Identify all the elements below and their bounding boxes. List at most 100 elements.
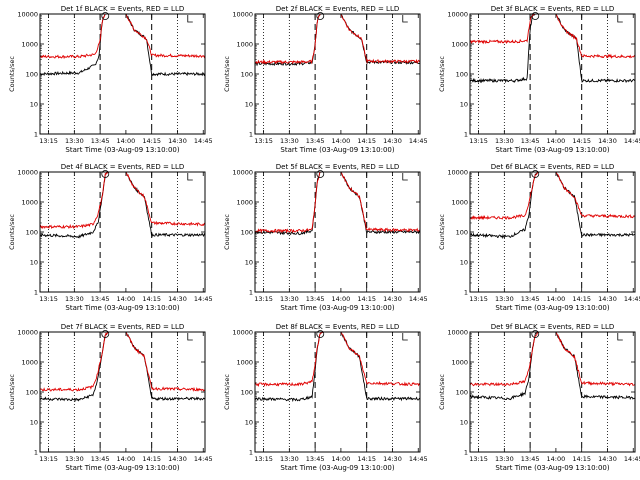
x-tick-label: 14:30 (168, 137, 187, 145)
x-tick-label: 14:45 (409, 137, 428, 145)
series-lld (254, 171, 421, 234)
y-tick-label: 100 (456, 389, 468, 397)
panel-title: Det 6f BLACK = Events, RED = LLD (491, 163, 614, 171)
x-tick-label: 14:00 (332, 137, 351, 145)
x-tick-label: 14:15 (357, 455, 376, 463)
x-axis-label: Start Time (03-Aug-09 13:10:00) (65, 146, 179, 154)
y-axis-label: Counts/sec (438, 214, 446, 250)
x-tick-label: 14:00 (332, 295, 351, 303)
x-tick-label: 14:45 (409, 295, 428, 303)
panel-title: Det 4f BLACK = Events, RED = LLD (61, 163, 184, 171)
x-tick-label: 13:30 (65, 455, 84, 463)
y-tick-label: 1 (34, 289, 38, 297)
series-lld (254, 13, 421, 65)
series-events (254, 13, 421, 67)
y-axis-label: Counts/sec (438, 56, 446, 92)
y-tick-label: 1 (249, 131, 253, 139)
y-tick-label: 10000 (447, 169, 468, 177)
x-tick-label: 14:00 (117, 137, 136, 145)
panel-title: Det 1f BLACK = Events, RED = LLD (61, 5, 184, 13)
plot-frame (254, 13, 421, 135)
bracket-marker (402, 173, 408, 181)
x-tick-label: 13:15 (469, 455, 488, 463)
x-tick-label: 13:30 (280, 295, 299, 303)
x-tick-label: 13:15 (39, 137, 58, 145)
x-tick-label: 14:30 (383, 455, 402, 463)
x-tick-label: 13:45 (306, 137, 325, 145)
plot-frame (254, 331, 421, 453)
x-tick-label: 13:15 (469, 295, 488, 303)
bracket-marker (187, 173, 193, 181)
peak-circle-marker (316, 12, 325, 20)
y-tick-label: 10 (460, 259, 468, 267)
x-tick-label: 13:45 (521, 137, 540, 145)
x-axis-label: Start Time (03-Aug-09 13:10:00) (495, 146, 609, 154)
y-tick-label: 1000 (451, 199, 468, 207)
x-tick-label: 13:45 (521, 455, 540, 463)
x-tick-label: 13:30 (65, 137, 84, 145)
panel-title: Det 9f BLACK = Events, RED = LLD (491, 323, 614, 331)
x-axis-label: Start Time (03-Aug-09 13:10:00) (280, 146, 394, 154)
panel-det-9: Det 9f BLACK = Events, RED = LLD 1 10 100 10… (438, 323, 640, 472)
series-events (469, 331, 636, 401)
plot-frame (469, 171, 636, 293)
x-tick-label: 14:00 (547, 137, 566, 145)
peak-circle-marker (531, 170, 540, 178)
x-tick-label: 14:15 (572, 455, 591, 463)
x-tick-label: 13:15 (39, 455, 58, 463)
y-tick-label: 100 (456, 71, 468, 79)
series-events (469, 171, 636, 240)
y-tick-label: 10 (30, 259, 38, 267)
y-axis-label: Counts/sec (223, 374, 231, 410)
x-tick-label: 14:30 (168, 295, 187, 303)
y-tick-label: 10000 (232, 11, 253, 19)
y-tick-label: 100 (26, 71, 38, 79)
panel-det-2: Det 2f BLACK = Events, RED = LLD 1 10 100 10… (223, 5, 428, 154)
x-tick-label: 14:30 (383, 295, 402, 303)
x-tick-label: 14:45 (194, 295, 213, 303)
panel-det-1: Det 1f BLACK = Events, RED = LLD 1 10 100 10… (8, 5, 213, 154)
peak-circle-marker (531, 12, 540, 20)
panel-det-3: Det 3f BLACK = Events, RED = LLD 1 10 100 10… (438, 5, 640, 154)
x-tick-label: 14:15 (572, 295, 591, 303)
series-lld (39, 331, 206, 392)
y-tick-label: 10000 (17, 11, 38, 19)
panel-det-8: Det 8f BLACK = Events, RED = LLD 1 10 100 10… (223, 323, 428, 472)
x-tick-label: 14:45 (624, 455, 640, 463)
x-tick-label: 14:15 (357, 295, 376, 303)
y-tick-label: 10 (245, 259, 253, 267)
x-tick-label: 14:15 (142, 295, 161, 303)
y-tick-label: 1000 (451, 359, 468, 367)
plot-frame (469, 331, 636, 453)
plot-frame (39, 171, 206, 293)
x-tick-label: 13:30 (495, 455, 514, 463)
x-tick-label: 14:30 (598, 295, 617, 303)
peak-circle-marker (101, 12, 110, 20)
x-tick-label: 13:30 (495, 137, 514, 145)
x-tick-label: 14:00 (117, 295, 136, 303)
bracket-marker (617, 173, 623, 181)
panel-title: Det 7f BLACK = Events, RED = LLD (61, 323, 184, 331)
y-tick-label: 10 (245, 419, 253, 427)
y-axis-label: Counts/sec (438, 374, 446, 410)
x-tick-label: 14:30 (598, 455, 617, 463)
x-tick-label: 14:45 (194, 137, 213, 145)
series-lld (39, 13, 206, 60)
peak-circle-marker (101, 330, 110, 338)
y-axis-label: Counts/sec (223, 56, 231, 92)
y-axis-label: Counts/sec (223, 214, 231, 250)
bracket-marker (187, 333, 193, 341)
y-tick-label: 100 (241, 71, 253, 79)
y-axis-label: Counts/sec (8, 374, 16, 410)
x-tick-label: 14:00 (117, 455, 136, 463)
x-tick-label: 14:15 (142, 137, 161, 145)
y-tick-label: 100 (456, 229, 468, 237)
y-tick-label: 1000 (236, 41, 253, 49)
y-tick-label: 1 (249, 289, 253, 297)
y-tick-label: 10 (30, 101, 38, 109)
x-tick-label: 14:15 (572, 137, 591, 145)
y-tick-label: 10 (460, 419, 468, 427)
bracket-marker (402, 15, 408, 23)
y-tick-label: 100 (241, 389, 253, 397)
series-events (39, 13, 206, 77)
